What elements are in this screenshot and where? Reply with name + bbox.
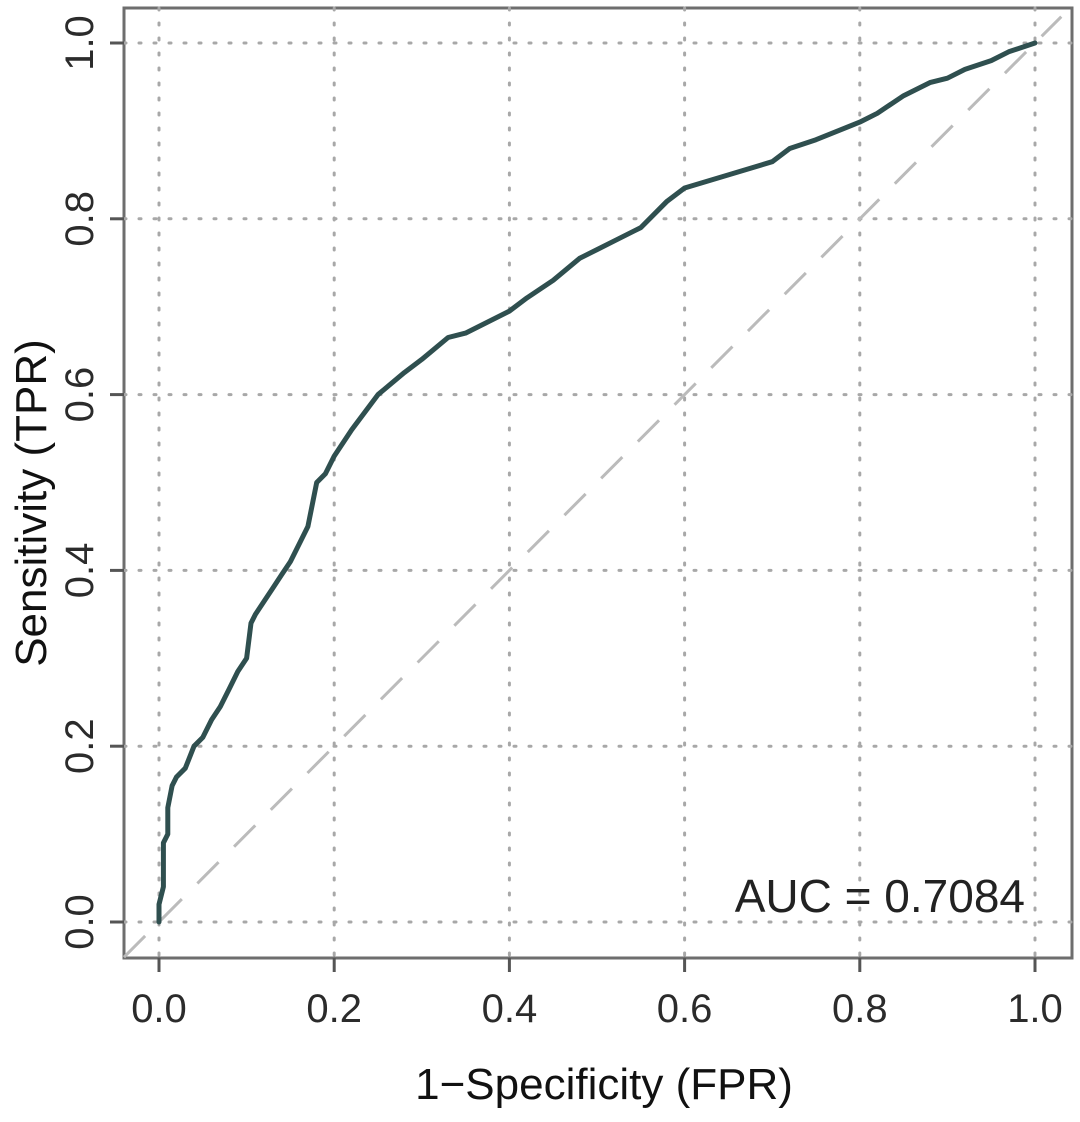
auc-annotation: AUC = 0.7084 <box>735 870 1025 922</box>
x-tick-label-0: 0.0 <box>131 987 187 1031</box>
y-tick-label-2: 0.4 <box>58 543 102 599</box>
x-tick-label-3: 0.6 <box>657 987 713 1031</box>
x-tick-label-2: 0.4 <box>482 987 538 1031</box>
x-tick-label-4: 0.8 <box>832 987 888 1031</box>
plot-frame <box>122 6 1074 960</box>
y-axis-title: Sensitivity (TPR) <box>7 339 56 667</box>
y-tick-label-1: 0.2 <box>58 718 102 774</box>
reference-diagonal <box>122 15 1063 959</box>
grid-lines <box>122 6 1074 960</box>
y-tick-label-5: 1.0 <box>58 15 102 71</box>
x-tick-label-5: 1.0 <box>1007 987 1063 1031</box>
x-axis-title: 1−Specificity (FPR) <box>415 1060 793 1109</box>
roc-curve-0 <box>156 40 1038 925</box>
y-axis-ticks: 0.0 0.2 0.4 0.6 0.8 1.0 <box>58 15 124 950</box>
roc-curve-group <box>156 40 1038 925</box>
x-tick-label-1: 0.2 <box>306 987 362 1031</box>
x-axis-ticks: 0.0 0.2 0.4 0.6 0.8 1.0 <box>131 958 1063 1031</box>
y-tick-label-3: 0.6 <box>58 367 102 423</box>
reference-line <box>122 15 1063 959</box>
y-tick-label-4: 0.8 <box>58 191 102 247</box>
y-tick-label-0: 0.0 <box>58 894 102 950</box>
